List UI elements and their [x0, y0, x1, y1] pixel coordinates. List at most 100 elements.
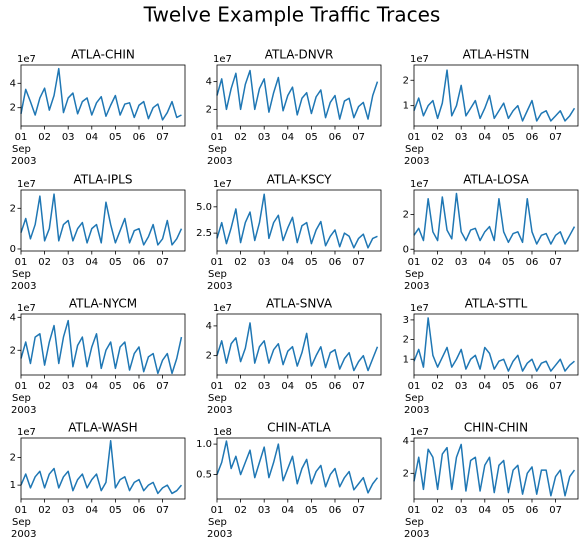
- x-tick-label: 01: [15, 132, 28, 143]
- y-offset-label: 1e7: [213, 179, 232, 190]
- trace-line: [20, 193, 183, 246]
- x-tick-label: 03: [258, 132, 271, 143]
- subplot-title: ATLA-HSTN: [463, 48, 530, 62]
- trace-line: [20, 67, 182, 121]
- x-month-label: Sep: [12, 393, 31, 404]
- y-offset-label: 1e7: [213, 303, 232, 314]
- x-tick-label: 02: [38, 257, 51, 268]
- x-tick-label: 06: [526, 381, 539, 392]
- x-tick-label: 05: [305, 381, 318, 392]
- x-tick-label: 06: [526, 257, 539, 268]
- axes-frame: [20, 437, 186, 500]
- axes-frame: [20, 189, 186, 252]
- axes-frame: [413, 189, 579, 252]
- x-tick-label: 01: [15, 505, 28, 516]
- y-tick-label: 1: [10, 480, 16, 491]
- x-tick-label: 02: [38, 505, 51, 516]
- y-tick-label: 2: [10, 345, 16, 356]
- subplot-title: ATLA-IPLS: [74, 173, 133, 187]
- x-tick-label: 02: [431, 381, 444, 392]
- x-tick-label: 05: [502, 257, 515, 268]
- x-tick-label: 07: [156, 132, 169, 143]
- x-year-label: 2003: [404, 281, 429, 292]
- y-tick-label: 2: [206, 104, 212, 115]
- x-tick-label: 04: [478, 132, 491, 143]
- trace-line: [216, 440, 379, 494]
- y-offset-label: 1e7: [17, 179, 36, 190]
- x-tick-label: 03: [62, 132, 75, 143]
- x-tick-label: 01: [211, 132, 224, 143]
- x-tick-label: 06: [133, 257, 146, 268]
- x-year-label: 2003: [404, 529, 429, 540]
- x-tick-label: 03: [62, 257, 75, 268]
- y-offset-label: 1e7: [17, 427, 36, 438]
- y-offset-label: 1e8: [213, 427, 232, 438]
- x-tick-label: 05: [502, 132, 515, 143]
- y-offset-label: 1e7: [17, 54, 36, 65]
- x-month-label: Sep: [208, 144, 227, 155]
- x-tick-label: 07: [156, 381, 169, 392]
- x-month-label: Sep: [405, 269, 424, 280]
- x-tick-label: 02: [234, 132, 247, 143]
- y-tick-label: 5.0: [196, 202, 212, 213]
- x-tick-label: 06: [329, 381, 342, 392]
- y-tick-label: 2: [403, 335, 409, 346]
- x-tick-label: 07: [549, 381, 562, 392]
- x-tick-label: 05: [305, 257, 318, 268]
- y-tick-label: 1: [403, 354, 409, 365]
- trace-line: [413, 443, 576, 497]
- x-tick-label: 04: [85, 381, 98, 392]
- y-tick-label: 1.0: [196, 439, 212, 450]
- x-tick-label: 06: [526, 505, 539, 516]
- x-tick-label: 03: [455, 505, 468, 516]
- y-tick-label: 4: [206, 77, 212, 88]
- x-tick-label: 04: [281, 132, 294, 143]
- x-tick-label: 04: [85, 257, 98, 268]
- y-tick-label: 2: [403, 209, 409, 220]
- x-year-label: 2003: [207, 281, 232, 292]
- x-month-label: Sep: [405, 393, 424, 404]
- y-offset-label: 1e7: [410, 54, 429, 65]
- x-tick-label: 01: [211, 257, 224, 268]
- x-tick-label: 04: [85, 132, 98, 143]
- x-tick-label: 07: [549, 257, 562, 268]
- x-tick-label: 06: [526, 132, 539, 143]
- y-offset-label: 1e7: [213, 54, 232, 65]
- x-tick-label: 06: [133, 505, 146, 516]
- x-tick-label: 06: [329, 257, 342, 268]
- x-month-label: Sep: [12, 269, 31, 280]
- x-tick-label: 04: [85, 505, 98, 516]
- figure-title: Twelve Example Traffic Traces: [143, 3, 441, 27]
- x-tick-label: 02: [234, 381, 247, 392]
- x-tick-label: 07: [352, 257, 365, 268]
- x-tick-label: 02: [38, 132, 51, 143]
- x-tick-label: 05: [109, 381, 122, 392]
- x-tick-label: 07: [549, 505, 562, 516]
- trace-line: [216, 322, 379, 372]
- x-tick-label: 03: [62, 505, 75, 516]
- axes-frame: [20, 64, 186, 127]
- y-offset-label: 1e7: [410, 427, 429, 438]
- x-month-label: Sep: [405, 517, 424, 528]
- x-year-label: 2003: [207, 405, 232, 416]
- trace-line: [413, 317, 575, 372]
- subplot-title: CHIN-ATLA: [267, 421, 332, 435]
- subplot-title: ATLA-CHIN: [71, 48, 135, 62]
- x-tick-label: 02: [431, 257, 444, 268]
- x-tick-label: 04: [478, 505, 491, 516]
- y-tick-label: 2: [403, 75, 409, 86]
- subplot-title: ATLA-DNVR: [265, 48, 334, 62]
- axes-frame: [413, 437, 579, 500]
- x-month-label: Sep: [208, 393, 227, 404]
- x-year-label: 2003: [207, 156, 232, 167]
- x-tick-label: 04: [478, 257, 491, 268]
- x-tick-label: 05: [502, 381, 515, 392]
- subplot-title: ATLA-STTL: [465, 297, 528, 311]
- y-tick-label: 2: [403, 468, 409, 479]
- x-tick-label: 02: [431, 132, 444, 143]
- y-offset-label: 1e7: [410, 179, 429, 190]
- x-year-label: 2003: [11, 529, 36, 540]
- axes-frame: [216, 437, 382, 500]
- x-tick-label: 06: [329, 505, 342, 516]
